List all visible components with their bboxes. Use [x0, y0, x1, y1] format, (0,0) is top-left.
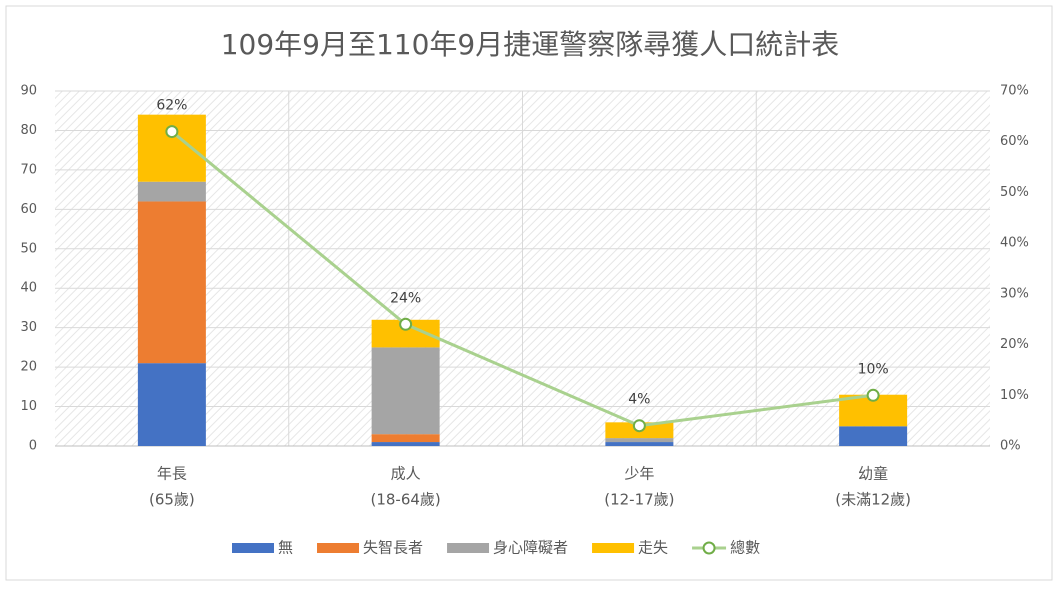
- y2-tick-label: 60%: [1000, 134, 1029, 149]
- y-tick-label: 70: [20, 162, 37, 177]
- bar-segment: [839, 426, 908, 446]
- y2-tick-label: 0%: [1000, 439, 1021, 454]
- legend-label: 走失: [638, 539, 668, 557]
- y-tick-label: 30: [20, 320, 37, 335]
- line-marker: [866, 388, 880, 402]
- data-label: 62%: [156, 98, 187, 114]
- y2-tick-label: 30%: [1000, 286, 1029, 301]
- x-tick-label: 成人: [391, 465, 421, 483]
- chart-title: 109年9月至110年9月捷運警察隊尋獲人口統計表: [221, 28, 840, 61]
- y-tick-label: 20: [20, 360, 37, 375]
- line-series: [170, 130, 874, 428]
- bar-segment: [137, 363, 206, 446]
- bar-segment: [371, 347, 440, 435]
- legend-label: 總數: [730, 539, 760, 557]
- y-tick-label: 90: [20, 84, 37, 99]
- data-label: 4%: [628, 392, 650, 408]
- line-marker: [165, 125, 179, 139]
- line-marker: [399, 317, 413, 331]
- legend-marker: [702, 541, 716, 555]
- y2-tick-label: 50%: [1000, 185, 1029, 200]
- x-tick-label: (18-64歲): [370, 491, 440, 509]
- bar-segment: [371, 442, 440, 446]
- bar-segment: [371, 434, 440, 443]
- y2-tick-label: 40%: [1000, 236, 1029, 251]
- y-tick-label: 80: [20, 123, 37, 138]
- data-label: 24%: [390, 290, 421, 306]
- y-tick-label: 50: [20, 241, 37, 256]
- y-tick-label: 60: [20, 202, 37, 217]
- x-tick-label: 幼童: [858, 465, 888, 483]
- y-tick-label: 40: [20, 281, 37, 296]
- legend-swatch: [317, 543, 360, 553]
- legend-swatch: [447, 543, 490, 553]
- y-tick-label: 0: [29, 439, 37, 454]
- x-tick-label: 年長: [157, 465, 187, 483]
- y2-tick-label: 10%: [1000, 388, 1029, 403]
- bar-segment: [137, 181, 206, 202]
- bar-segment: [137, 114, 206, 182]
- legend-label: 失智長者: [363, 539, 423, 557]
- legend-swatch: [592, 543, 635, 553]
- bar-segment: [605, 438, 674, 443]
- x-tick-label: 少年: [624, 465, 654, 483]
- data-label: 10%: [858, 361, 889, 377]
- legend-label: 無: [278, 539, 293, 557]
- bar-segment: [137, 201, 206, 364]
- y2-tick-label: 20%: [1000, 337, 1029, 352]
- x-tick-label: (12-17歲): [604, 491, 674, 509]
- y-tick-label: 10: [20, 399, 37, 414]
- x-tick-label: (65歲): [149, 491, 195, 509]
- line-marker: [632, 419, 646, 433]
- x-tick-label: (未滿12歲): [835, 491, 911, 509]
- legend-swatch: [232, 543, 274, 553]
- y2-tick-label: 70%: [1000, 84, 1029, 99]
- legend-label: 身心障礙者: [493, 539, 568, 557]
- bar-segment: [605, 442, 674, 446]
